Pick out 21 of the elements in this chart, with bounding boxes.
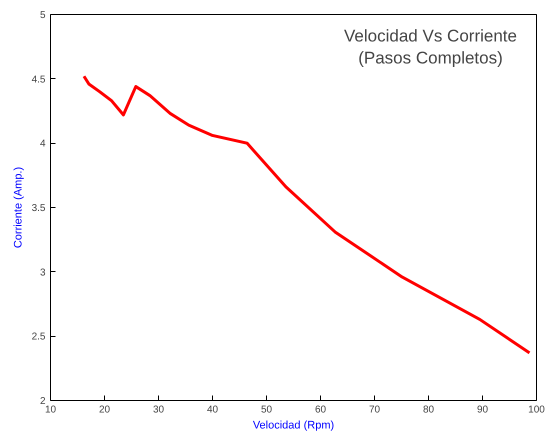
y-tick-label: 3.5: [32, 203, 46, 214]
y-tick-label: 2.5: [32, 332, 46, 343]
x-tick-label: 30: [152, 404, 164, 416]
y-tick-label: 4: [40, 138, 46, 150]
x-tick-label: 90: [476, 404, 488, 416]
x-tick-label: 50: [260, 404, 272, 416]
x-tick-label: 60: [314, 404, 326, 416]
x-tick-label: 10: [44, 404, 56, 416]
y-axis-title: Corriente (Amp.): [12, 166, 25, 248]
x-tick-label: 100: [528, 404, 546, 416]
y-tick-label: 3: [40, 267, 46, 278]
x-axis-title: Velocidad (Rpm): [252, 420, 334, 432]
x-tick-label: 80: [422, 404, 434, 416]
y-tick-label: 4.5: [32, 74, 46, 86]
y-tick-label: 5: [40, 10, 46, 21]
line-series: [82, 74, 531, 354]
x-tick-label: 20: [98, 404, 110, 416]
x-tick-label: 70: [368, 404, 380, 416]
x-tick-label: 40: [206, 404, 218, 416]
text: Velocidad Vs Corriente (Pasos Completos): [344, 26, 517, 68]
y-tick-label: 2: [40, 396, 46, 407]
